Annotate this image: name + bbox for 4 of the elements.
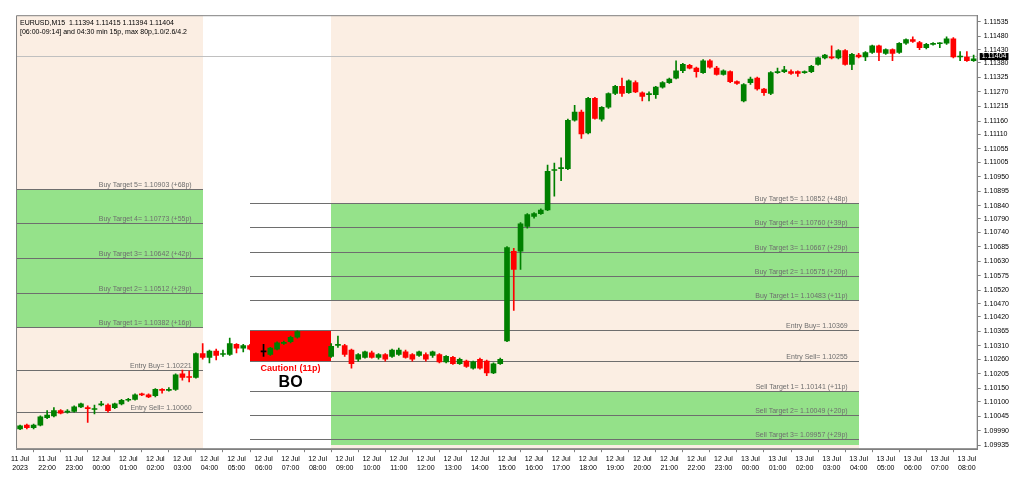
legend-label: Caution! (11p): [260, 362, 321, 373]
candlestick: [84, 405, 91, 423]
annotation: BO: [278, 372, 303, 390]
candlestick: [335, 335, 341, 348]
